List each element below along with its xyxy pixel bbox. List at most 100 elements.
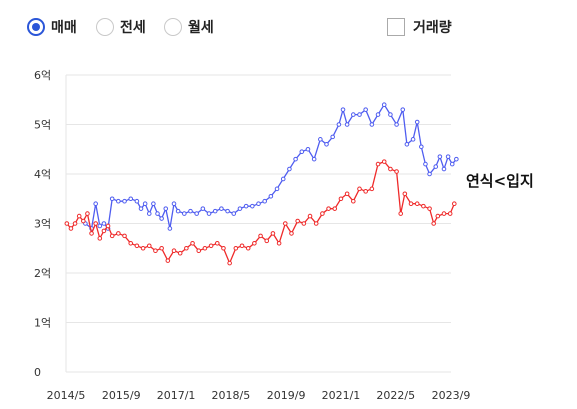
data-point xyxy=(454,156,459,162)
data-point xyxy=(165,258,171,263)
data-point xyxy=(332,206,338,211)
data-point xyxy=(268,193,274,199)
data-point xyxy=(163,206,169,211)
data-point xyxy=(200,206,206,211)
data-point xyxy=(447,211,453,216)
data-point xyxy=(64,221,70,226)
data-point xyxy=(293,156,298,162)
data-point xyxy=(344,122,350,127)
data-point xyxy=(357,112,362,117)
data-point xyxy=(227,260,232,266)
data-point xyxy=(109,233,115,239)
data-point xyxy=(381,102,387,107)
data-point xyxy=(295,218,300,224)
data-point xyxy=(318,137,323,142)
data-point xyxy=(221,245,226,251)
y-tick-label: 1억 xyxy=(34,317,51,330)
y-tick-label: 4억 xyxy=(34,168,51,181)
data-point xyxy=(109,196,115,202)
data-point xyxy=(441,166,447,172)
data-point xyxy=(206,211,212,216)
checkbox-icon xyxy=(387,18,405,36)
data-point xyxy=(307,213,313,219)
data-point xyxy=(171,201,177,206)
x-tick-label: 2023/9 xyxy=(432,389,471,402)
data-point xyxy=(282,221,288,226)
data-point xyxy=(212,208,218,214)
data-point xyxy=(140,245,146,251)
data-point xyxy=(388,112,393,117)
data-point xyxy=(243,203,249,209)
radio-sale-label: 매매 xyxy=(51,20,77,36)
data-point xyxy=(276,241,282,246)
data-point xyxy=(375,112,381,117)
data-point xyxy=(394,169,399,174)
data-point xyxy=(427,171,432,177)
x-tick-label: 2015/9 xyxy=(102,389,141,402)
data-point xyxy=(159,245,164,251)
data-point xyxy=(274,186,280,192)
data-point xyxy=(340,107,346,112)
volume-checkbox[interactable]: 거래량 xyxy=(387,17,452,37)
data-point xyxy=(68,226,74,231)
annotation-text: 연식<입지 xyxy=(466,172,534,190)
data-point xyxy=(151,201,156,206)
data-point xyxy=(423,161,428,167)
data-point xyxy=(449,161,455,167)
data-point xyxy=(363,107,368,112)
data-point xyxy=(402,191,408,197)
data-point xyxy=(93,221,98,226)
y-tick-label: 3억 xyxy=(34,218,51,231)
series-line xyxy=(84,103,457,230)
x-tick-label: 2014/5 xyxy=(47,389,86,402)
data-point xyxy=(116,231,121,236)
data-point xyxy=(313,221,319,226)
y-tick-label: 2억 xyxy=(34,267,51,280)
x-tick-label: 2019/9 xyxy=(267,389,306,402)
data-point xyxy=(155,211,160,216)
data-point xyxy=(256,201,261,206)
data-point xyxy=(381,159,387,164)
data-point xyxy=(280,176,286,182)
data-point xyxy=(351,112,356,117)
data-point xyxy=(159,216,164,221)
data-point xyxy=(388,166,393,172)
data-point xyxy=(72,221,78,226)
data-point xyxy=(245,245,251,251)
radio-sale[interactable]: 매매 xyxy=(27,17,77,37)
data-point xyxy=(414,201,420,206)
data-point xyxy=(116,198,121,204)
data-point xyxy=(437,154,443,159)
data-point xyxy=(231,211,237,216)
data-point xyxy=(338,196,344,202)
radio-jeonse[interactable]: 전세 xyxy=(96,17,146,37)
data-point xyxy=(299,149,305,155)
data-point xyxy=(301,221,307,226)
controls-bar: 매매 전세 월세 거래량 xyxy=(0,0,577,50)
radio-circle-icon xyxy=(164,18,182,36)
radio-monthly-rent[interactable]: 월세 xyxy=(164,17,214,37)
data-point xyxy=(400,107,406,112)
data-point xyxy=(167,226,173,231)
data-point xyxy=(262,198,267,204)
data-point xyxy=(101,228,107,234)
x-tick-label: 2021/1 xyxy=(322,389,361,402)
data-point xyxy=(142,201,148,206)
radio-circle-icon xyxy=(27,18,45,36)
data-point xyxy=(138,206,144,211)
data-point xyxy=(441,211,447,216)
data-point xyxy=(344,191,350,197)
data-point xyxy=(433,164,439,169)
data-point xyxy=(369,122,375,127)
data-point xyxy=(233,245,239,251)
data-point xyxy=(289,231,294,236)
y-tick-label: 6억 xyxy=(34,69,51,82)
data-point xyxy=(237,206,243,211)
data-point xyxy=(431,221,436,226)
data-point xyxy=(239,243,245,249)
radio-monthly-rent-label: 월세 xyxy=(188,20,214,36)
x-tick-label: 2022/5 xyxy=(376,389,415,402)
series-line xyxy=(66,160,455,265)
data-point xyxy=(324,142,329,147)
